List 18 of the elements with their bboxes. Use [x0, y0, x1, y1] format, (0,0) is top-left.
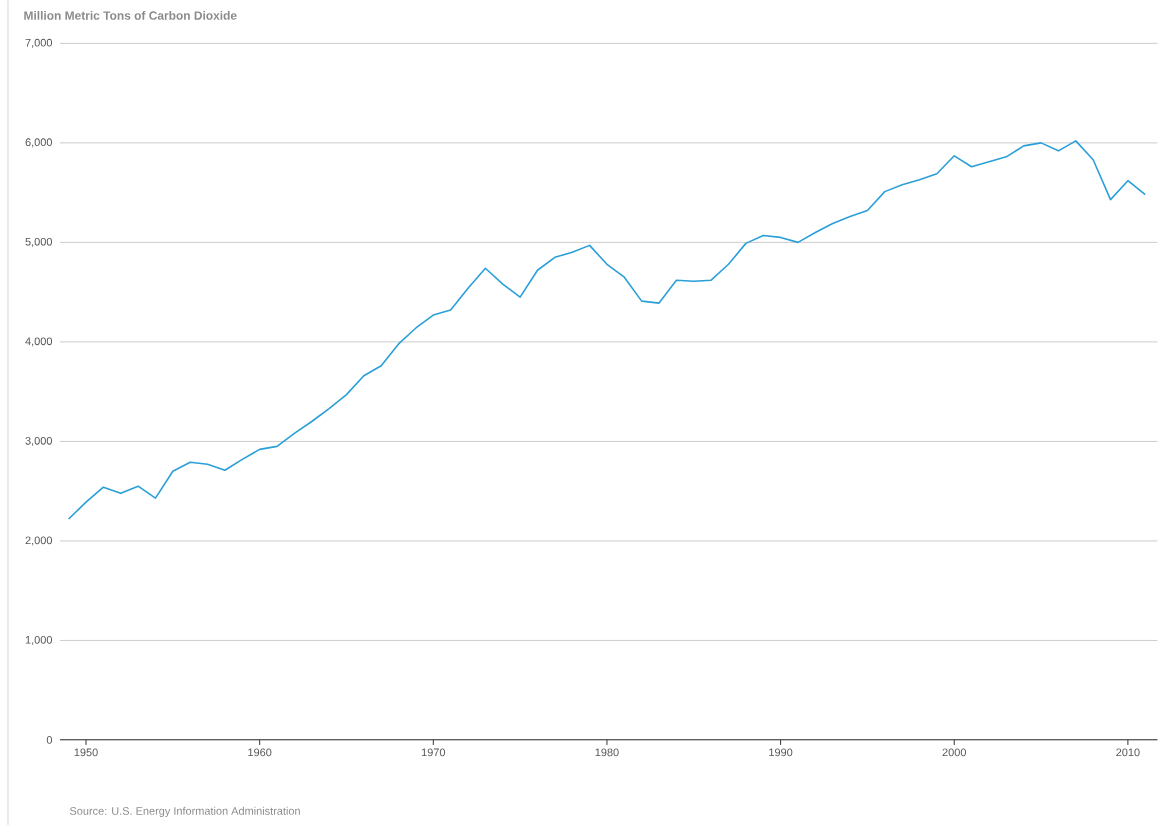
- x-tick-label: 1970: [421, 748, 446, 757]
- y-tick-label: 0: [46, 735, 53, 744]
- y-tick-label: 6,000: [25, 138, 53, 148]
- y-tick-label: 3,000: [25, 436, 53, 446]
- x-tick-label: 1960: [248, 748, 272, 757]
- x-tick-label: 1950: [74, 748, 98, 757]
- y-tick-label: 1,000: [25, 635, 53, 645]
- x-tick-label: 2000: [942, 748, 966, 757]
- x-tick-label: 2010: [1116, 748, 1140, 757]
- source-note: Source: U.S. Energy Information Administration: [69, 806, 300, 817]
- chart-title: Million Metric Tons of Carbon Dioxide: [24, 10, 237, 20]
- y-tick-label: 5,000: [25, 237, 53, 247]
- y-tick-label: 4,000: [25, 337, 53, 347]
- line-series: [67, 139, 1147, 520]
- y-tick-label: 7,000: [25, 38, 53, 48]
- x-tick-label: 1990: [769, 748, 793, 757]
- x-tick-label: 1980: [595, 748, 619, 757]
- y-tick-label: 2,000: [25, 536, 53, 546]
